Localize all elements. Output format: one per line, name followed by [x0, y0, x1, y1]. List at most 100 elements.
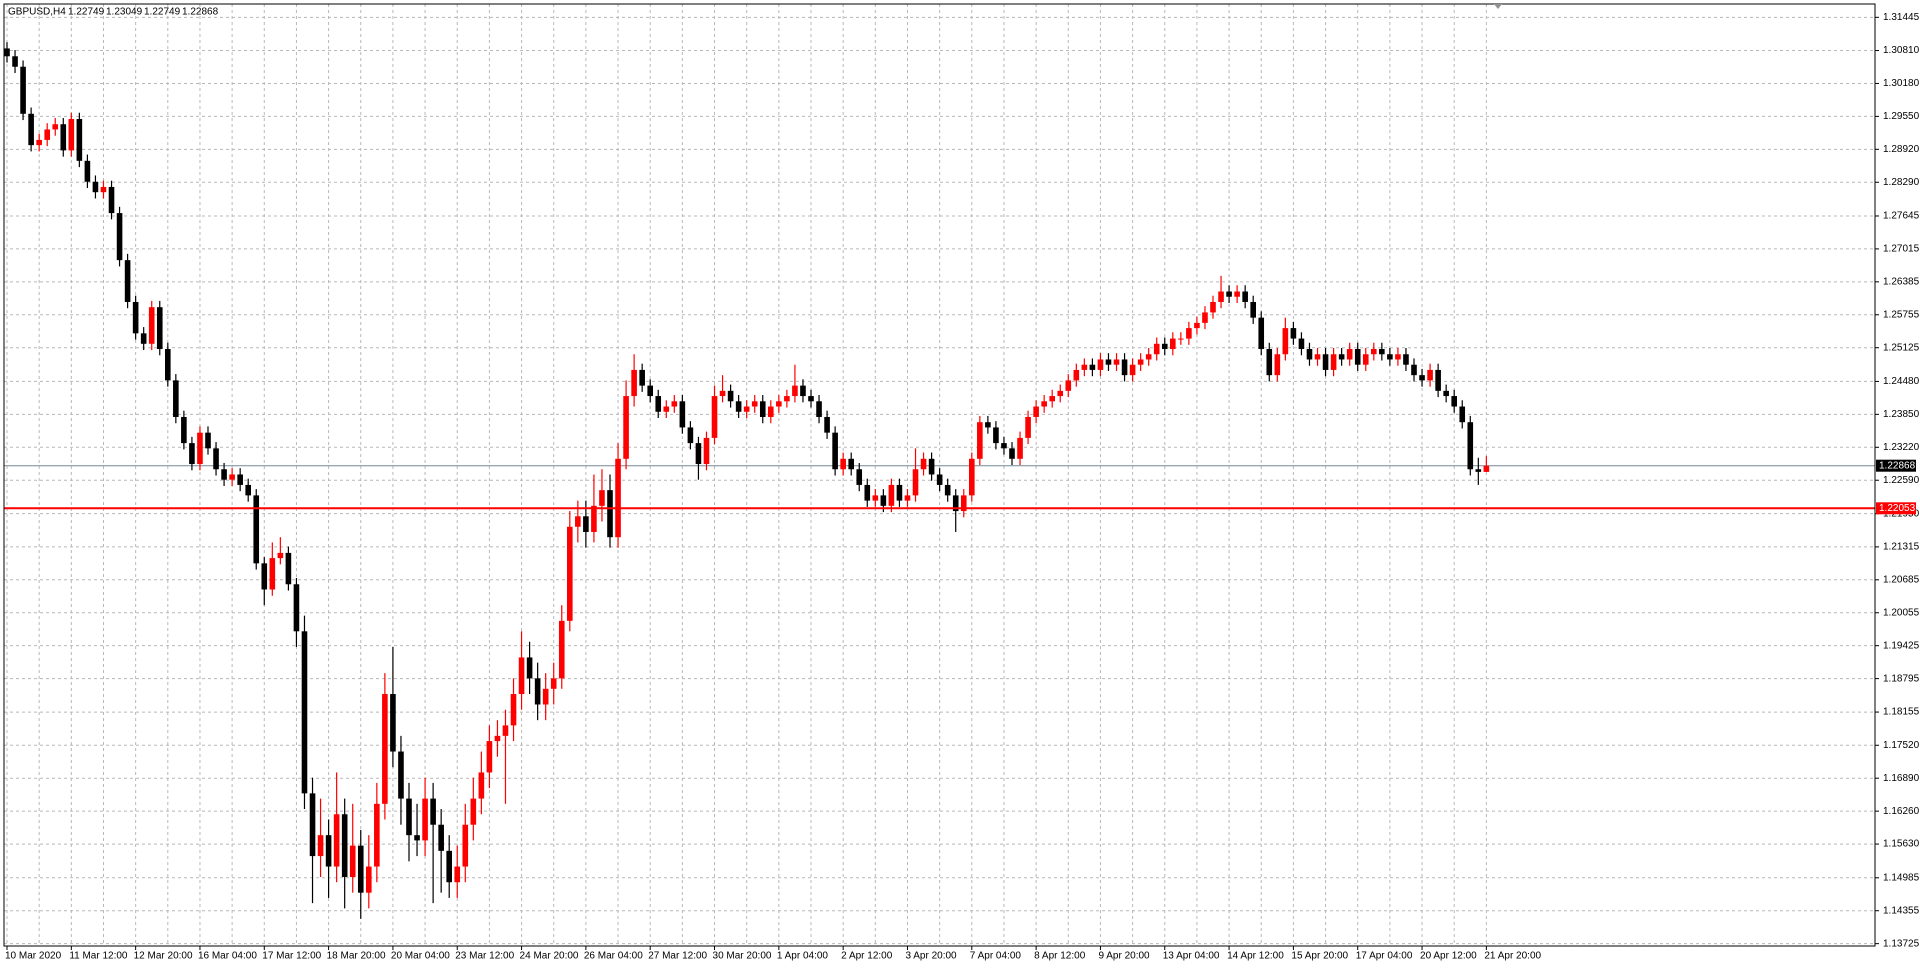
candle-body [1379, 349, 1385, 355]
y-tick-label: 1.30180 [1883, 78, 1920, 89]
candle-body [977, 422, 983, 459]
candle-body [1049, 396, 1055, 402]
x-tick-label: 18 Mar 20:00 [327, 951, 386, 962]
candle-body [1137, 359, 1144, 365]
candle-body [687, 427, 694, 444]
candle-body [928, 458, 935, 475]
candle-body [792, 385, 798, 397]
candle-body [631, 369, 637, 397]
candle-body [1001, 443, 1007, 449]
candle-body [366, 866, 372, 893]
candle-body [349, 845, 356, 877]
y-tick-label: 1.26385 [1883, 276, 1920, 287]
candle-body [1033, 406, 1039, 417]
chart-symbol: GBPUSD,H4 [8, 7, 66, 18]
candle-body [1403, 354, 1409, 365]
candle-body [695, 443, 702, 465]
candle-body [100, 186, 107, 193]
candle-body [1017, 437, 1023, 459]
y-tick-label: 1.14355 [1883, 905, 1920, 916]
candle-body [4, 48, 10, 57]
candle-body [776, 401, 782, 407]
candle-body [904, 495, 911, 501]
candle-body [470, 798, 477, 825]
y-tick-label: 1.18795 [1883, 673, 1920, 684]
candle-body [189, 443, 195, 465]
candle-body [800, 385, 806, 397]
x-tick-label: 9 Apr 20:00 [1098, 951, 1150, 962]
candle-body [124, 260, 131, 302]
candle-body [960, 495, 967, 512]
candle-body [542, 688, 549, 705]
candle-body [1025, 416, 1031, 438]
candle-body [446, 850, 452, 883]
candle-body [1371, 349, 1377, 355]
candle-body [719, 390, 726, 397]
x-tick-label: 21 Apr 20:00 [1484, 951, 1541, 962]
header-close: 1.22868 [182, 7, 219, 18]
header-open: 1.22749 [68, 7, 105, 18]
candle-body [438, 824, 444, 851]
candle-body [920, 458, 927, 470]
candle-body [1113, 359, 1120, 365]
y-tick-label: 1.21315 [1883, 542, 1920, 553]
x-tick-label: 7 Apr 04:00 [970, 951, 1022, 962]
candle-body [68, 119, 75, 151]
x-tick-label: 23 Mar 12:00 [455, 951, 514, 962]
x-tick-label: 14 Apr 12:00 [1227, 951, 1284, 962]
candle-body [1234, 291, 1240, 297]
y-tick-label: 1.17520 [1883, 740, 1920, 751]
candle-body [969, 458, 975, 496]
y-tick-label: 1.19425 [1883, 640, 1920, 651]
candle-body [1258, 317, 1265, 350]
candle-body [1290, 328, 1297, 339]
candle-body [864, 484, 871, 501]
candle-body [205, 432, 211, 449]
x-tick-label: 1 Apr 04:00 [777, 951, 829, 962]
candle-body [615, 458, 621, 538]
candle-body [1202, 312, 1208, 323]
y-tick-label: 1.20685 [1883, 574, 1920, 585]
candle-body [518, 657, 525, 695]
candle-body [1298, 338, 1305, 350]
candle-body [253, 495, 260, 564]
candle-body [20, 66, 26, 114]
y-tick-label: 1.23220 [1883, 442, 1920, 453]
candle-body [382, 694, 388, 804]
candle-body [60, 124, 67, 151]
candle-body [173, 380, 179, 417]
candle-body [341, 814, 348, 877]
candle-body [1395, 354, 1401, 360]
candle-body [872, 495, 879, 501]
x-tick-label: 10 Mar 2020 [5, 951, 62, 962]
candle-body [229, 474, 235, 480]
candle-body [36, 139, 42, 146]
y-tick-label: 1.20055 [1883, 607, 1920, 618]
candle-body [454, 866, 461, 883]
candle-body [840, 458, 846, 470]
candle-body [1081, 364, 1088, 370]
candle-body [993, 427, 999, 444]
candle-body [1338, 354, 1345, 360]
candle-body [132, 301, 139, 334]
y-tick-label: 1.29550 [1883, 111, 1920, 122]
y-tick-label: 1.16260 [1883, 806, 1920, 817]
x-tick-label: 15 Apr 20:00 [1291, 951, 1348, 962]
candle-body [743, 406, 750, 412]
candle-body [1178, 338, 1184, 340]
x-tick-label: 20 Mar 04:00 [391, 951, 450, 962]
candle-body [558, 620, 565, 679]
candle-body [944, 484, 951, 496]
y-tick-label: 1.27015 [1883, 244, 1920, 255]
candle-body [406, 798, 412, 836]
header-low: 1.22749 [144, 7, 181, 18]
candle-body [711, 396, 718, 438]
candle-body [1346, 349, 1353, 360]
x-tick-label: 3 Apr 20:00 [905, 951, 957, 962]
candle-body [52, 124, 59, 130]
candle-body [261, 563, 268, 590]
candle-body [1105, 359, 1112, 365]
candle-body [1282, 328, 1289, 355]
